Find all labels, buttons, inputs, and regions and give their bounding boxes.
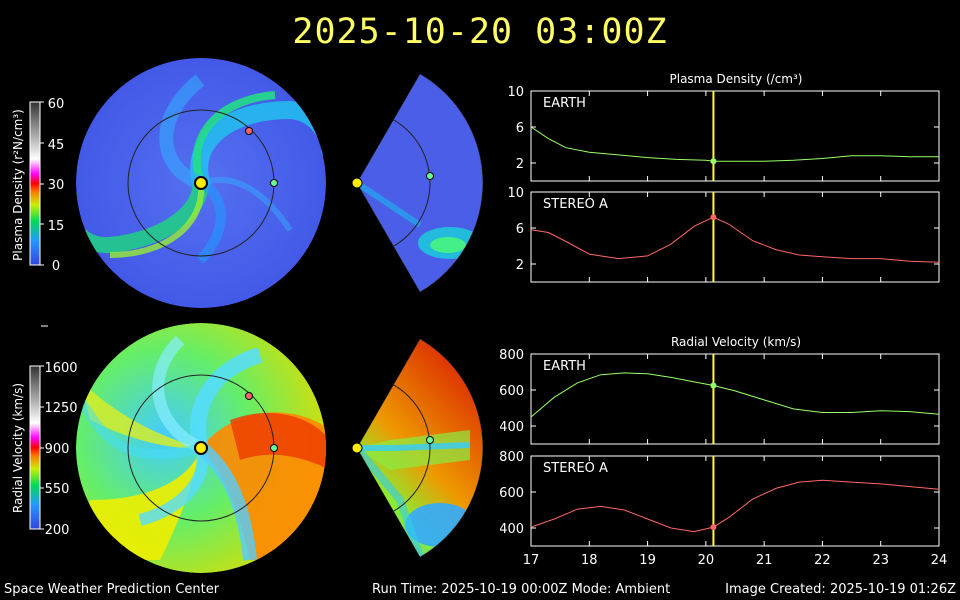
density-colorbar: 60 45 30 15 0 Plasma Density (r²N/cm³): [11, 97, 64, 274]
y-tick-label: 400: [500, 420, 524, 435]
velocity-tick: 550: [45, 482, 70, 497]
velocity-tick: 900: [45, 442, 70, 457]
x-tick-label: 22: [814, 553, 831, 568]
x-tick-label: 21: [756, 553, 773, 568]
panel-label: EARTH: [543, 96, 586, 111]
sun-marker: [194, 441, 208, 455]
y-tick-label: 800: [500, 450, 524, 465]
stereo-a-marker: [245, 392, 253, 400]
current-value-point: [710, 382, 717, 389]
earth-marker: [426, 172, 434, 180]
y-tick-label: 400: [500, 522, 524, 537]
y-tick-label: 10: [507, 85, 524, 100]
velocity-colorbar-swatch: [29, 365, 41, 530]
y-tick-label: 800: [500, 348, 524, 363]
footer-organization: Space Weather Prediction Center: [4, 582, 220, 597]
footer-image-created: Image Created: 2025-10-19 01:26Z: [725, 582, 956, 597]
x-tick-label: 19: [639, 553, 656, 568]
y-tick-label: 600: [500, 384, 524, 399]
page-title: 2025-10-20 03:00Z: [292, 12, 668, 52]
series-line: [530, 479, 940, 533]
sun-marker: [194, 176, 208, 190]
x-tick-label: 23: [872, 553, 889, 568]
density-tick: 30: [48, 178, 65, 193]
density-meridional-map: [357, 74, 483, 292]
plot-frame: [530, 353, 940, 445]
y-tick-label: 6: [516, 121, 524, 136]
x-tick-label: 17: [523, 553, 540, 568]
y-tick-label: 10: [507, 186, 524, 201]
plot-frame: [530, 455, 940, 547]
velocity-colorbar-label: Radial Velocity (km/s): [11, 383, 25, 513]
panel-label: STEREO A: [543, 197, 608, 212]
series-line: [530, 216, 940, 263]
panel-label: STEREO A: [543, 461, 608, 476]
density-tick: 45: [48, 138, 65, 153]
series-line: [530, 126, 939, 162]
model-maps: 60 45 30 15 0 Plasma Density (r²N/cm³): [11, 58, 483, 573]
panel-label: EARTH: [543, 359, 586, 374]
velocity-meridional-map: [357, 339, 483, 557]
footer-run-info: Run Time: 2025-10-19 00:00Z Mode: Ambien…: [372, 582, 671, 597]
velocity-tick: 1600: [44, 361, 77, 376]
sun-marker: [351, 442, 363, 454]
earth-marker: [270, 179, 278, 187]
y-tick-label: 6: [516, 222, 524, 237]
density-tick: 15: [48, 219, 65, 234]
density-tick: 60: [48, 97, 65, 112]
time-series-charts: Plasma Density (/cm³) Radial Velocity (k…: [500, 72, 948, 568]
current-value-point: [710, 214, 717, 221]
x-tick-label: 18: [581, 553, 598, 568]
plot-frame: [530, 191, 940, 283]
stereo-a-marker: [245, 127, 253, 135]
velocity-chart-title: Radial Velocity (km/s): [671, 335, 801, 349]
current-value-point: [710, 524, 717, 531]
y-tick-label: 2: [516, 157, 524, 172]
velocity-tick: 200: [45, 523, 70, 538]
y-tick-label: 600: [500, 486, 524, 501]
density-colorbar-label: Plasma Density (r²N/cm³): [11, 109, 25, 261]
density-colorbar-swatch: [29, 101, 41, 266]
y-tick-label: 2: [516, 258, 524, 273]
x-tick-label: 24: [931, 553, 948, 568]
sun-marker: [351, 177, 363, 189]
earth-marker: [426, 436, 434, 444]
x-tick-label: 20: [698, 553, 715, 568]
series-line: [530, 372, 940, 418]
earth-marker: [270, 444, 278, 452]
velocity-colorbar: 1600 1250 900 550 200 Radial Velocity (k…: [11, 361, 78, 538]
current-value-point: [710, 158, 717, 165]
velocity-tick: 1250: [44, 401, 77, 416]
density-tick: 0: [52, 259, 60, 274]
plot-frame: [530, 90, 940, 182]
density-chart-title: Plasma Density (/cm³): [670, 72, 803, 86]
